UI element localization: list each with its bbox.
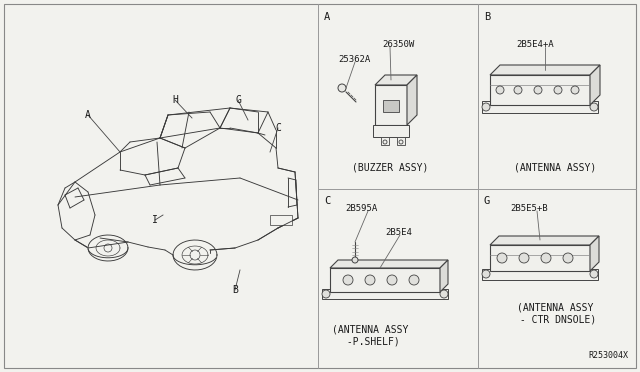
Circle shape	[571, 86, 579, 94]
Text: (ANTENNA ASSY): (ANTENNA ASSY)	[514, 162, 596, 172]
Text: -P.SHELF): -P.SHELF)	[340, 337, 399, 347]
Polygon shape	[590, 236, 599, 271]
Bar	[383, 100, 399, 112]
Text: (ANTENNA ASSY: (ANTENNA ASSY	[332, 325, 408, 335]
Bar	[490, 245, 590, 271]
Circle shape	[554, 86, 562, 94]
Text: A: A	[324, 12, 330, 22]
Bar	[482, 101, 598, 113]
Circle shape	[497, 253, 507, 263]
Circle shape	[514, 86, 522, 94]
Polygon shape	[330, 260, 448, 268]
Circle shape	[541, 253, 551, 263]
Text: I: I	[152, 215, 158, 225]
Circle shape	[365, 275, 375, 285]
Text: 2B5E5+B: 2B5E5+B	[510, 204, 548, 213]
Bar	[490, 75, 590, 105]
Bar	[397, 137, 405, 145]
Circle shape	[352, 257, 358, 263]
Circle shape	[409, 275, 419, 285]
Circle shape	[534, 86, 542, 94]
Polygon shape	[490, 236, 599, 245]
Text: - CTR DNSOLE): - CTR DNSOLE)	[514, 314, 596, 324]
Circle shape	[387, 275, 397, 285]
Text: 2B5E4+A: 2B5E4+A	[516, 40, 554, 49]
Circle shape	[338, 84, 346, 92]
Circle shape	[590, 270, 598, 278]
Bar	[322, 289, 448, 299]
Text: 26350W: 26350W	[382, 40, 414, 49]
Bar	[482, 269, 598, 280]
Text: (BUZZER ASSY): (BUZZER ASSY)	[352, 162, 428, 172]
Text: 2B5E4: 2B5E4	[385, 228, 412, 237]
Polygon shape	[590, 65, 600, 105]
Polygon shape	[490, 65, 600, 75]
Text: A: A	[85, 110, 91, 120]
Text: G: G	[235, 95, 241, 105]
Text: (ANTENNA ASSY: (ANTENNA ASSY	[517, 302, 593, 312]
Circle shape	[496, 86, 504, 94]
Bar	[381, 137, 389, 145]
Text: G: G	[484, 196, 490, 206]
Text: C: C	[324, 196, 330, 206]
Text: 2B595A: 2B595A	[345, 204, 377, 213]
Text: B: B	[232, 285, 238, 295]
Text: R253004X: R253004X	[588, 351, 628, 360]
Text: 25362A: 25362A	[338, 55, 371, 64]
Bar	[375, 85, 407, 125]
Circle shape	[590, 103, 598, 111]
Circle shape	[322, 290, 330, 298]
Circle shape	[482, 270, 490, 278]
Polygon shape	[375, 75, 417, 85]
Circle shape	[440, 290, 448, 298]
Bar	[270, 215, 292, 225]
Bar	[330, 268, 440, 292]
Text: H: H	[172, 95, 178, 105]
Bar	[373, 125, 409, 137]
Circle shape	[519, 253, 529, 263]
Circle shape	[482, 103, 490, 111]
Circle shape	[563, 253, 573, 263]
Text: C: C	[275, 123, 281, 133]
Polygon shape	[407, 75, 417, 125]
Circle shape	[343, 275, 353, 285]
Polygon shape	[440, 260, 448, 292]
Text: B: B	[484, 12, 490, 22]
